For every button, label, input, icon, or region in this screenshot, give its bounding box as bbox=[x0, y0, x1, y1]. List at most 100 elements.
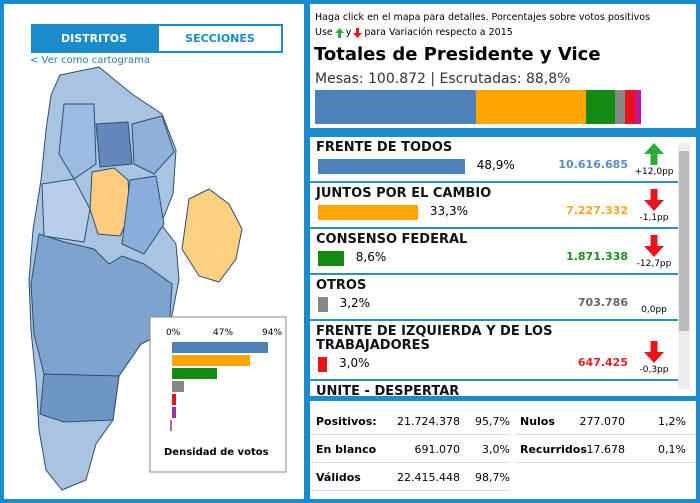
stat-pct: 1,2% bbox=[658, 415, 686, 428]
legend-bar bbox=[172, 394, 176, 405]
party-change: -1,1pp bbox=[639, 213, 669, 223]
tab-districts[interactable]: DISTRITOS bbox=[31, 24, 157, 53]
party-votes: 10.616.685 bbox=[558, 158, 628, 171]
stat-pct: 3,0% bbox=[482, 443, 510, 456]
stack-segment bbox=[476, 90, 587, 124]
legend-bar bbox=[172, 342, 268, 353]
party-row: FRENTE DE TODOS 48,9% 10.616.685 +12,0pp bbox=[310, 137, 678, 183]
party-pct: 3,0% bbox=[339, 356, 370, 370]
legend-bar bbox=[172, 368, 217, 379]
down-icon bbox=[353, 27, 363, 38]
legend-bar bbox=[170, 420, 172, 431]
party-name: FRENTE DE TODOS bbox=[316, 140, 453, 155]
info-legend: Use y para Variación respecto a 2015 bbox=[315, 27, 513, 38]
province[interactable] bbox=[58, 103, 97, 180]
legend-bar bbox=[172, 407, 176, 418]
stack-segment bbox=[635, 90, 641, 124]
party-pct: 48,9% bbox=[476, 158, 515, 172]
stat-label: Válidos bbox=[316, 471, 361, 484]
stat-votes: 277.070 bbox=[579, 415, 626, 428]
stat-pct: 0,1% bbox=[658, 443, 686, 456]
party-row: UNITE - DESPERTAR0,0pp bbox=[310, 381, 678, 397]
stat-votes: 691.070 bbox=[414, 443, 461, 456]
stack-segment bbox=[625, 90, 636, 124]
party-row: CONSENSO FEDERAL 8,6% 1.871.338 -12,7pp bbox=[310, 229, 678, 275]
party-name: CONSENSO FEDERAL bbox=[316, 232, 468, 247]
party-votes: 647.425 bbox=[577, 356, 628, 369]
arrow-shape bbox=[644, 143, 664, 165]
province[interactable] bbox=[41, 178, 91, 243]
stats-panel: Positivos: 21.724.378 95,7% En blanco 691.07… bbox=[310, 401, 696, 499]
stack-segment bbox=[614, 90, 626, 124]
party-line: 3,0% 647.425 bbox=[316, 353, 678, 375]
party-change: +12,0pp bbox=[634, 167, 674, 177]
stat-pct: 98,7% bbox=[475, 471, 510, 484]
stack-segment bbox=[315, 90, 477, 124]
party-change: 0,0pp bbox=[641, 305, 667, 315]
up-arrow bbox=[644, 143, 664, 165]
party-votes: 703.786 bbox=[577, 296, 628, 309]
province[interactable] bbox=[39, 373, 120, 423]
party-pct: 8,6% bbox=[355, 250, 387, 264]
legend-bar bbox=[172, 381, 184, 392]
stat-divider bbox=[310, 462, 510, 463]
summary-panel: Haga click en el mapa para detalles. Por… bbox=[310, 4, 696, 128]
province[interactable] bbox=[121, 175, 165, 255]
stat-label: En blanco bbox=[316, 443, 377, 456]
stat-divider bbox=[310, 434, 510, 435]
party-line: 48,9% 10.616.685 bbox=[316, 155, 678, 177]
stat-label: Nulos bbox=[520, 415, 555, 428]
info-rest: para Variación respecto a 2015 bbox=[364, 27, 513, 38]
stack-segment bbox=[586, 90, 615, 124]
party-row: FRENTE DE IZQUIERDA Y DE LOS TRABAJADORE… bbox=[310, 321, 678, 381]
info-text: Haga click en el mapa para detalles. Por… bbox=[315, 12, 651, 23]
stat-label: Positivos: bbox=[316, 415, 377, 428]
down-arrow bbox=[644, 189, 664, 211]
info-use: Use bbox=[315, 27, 333, 38]
up-icon bbox=[334, 27, 344, 38]
stat-votes: 21.724.378 bbox=[397, 415, 460, 428]
stat-votes: 22.415.448 bbox=[397, 471, 460, 484]
stat-label: Recurridos bbox=[520, 443, 587, 456]
party-name: UNITE - DESPERTAR bbox=[316, 384, 460, 397]
party-votes: 7.227.332 bbox=[566, 204, 628, 217]
party-name: JUNTOS POR EL CAMBIO bbox=[316, 186, 492, 201]
party-list: FRENTE DE TODOS 48,9% 10.616.685 +12,0pp JUN… bbox=[310, 137, 678, 396]
party-pct: 3,2% bbox=[339, 296, 371, 310]
arrow-shape bbox=[644, 235, 664, 257]
party-change: -12,7pp bbox=[636, 259, 672, 269]
stat-divider bbox=[515, 462, 696, 463]
tab-sections[interactable]: SECCIONES bbox=[157, 24, 283, 53]
party-bar bbox=[318, 251, 344, 266]
title: Totales de Presidente y Vice bbox=[314, 44, 601, 65]
legend-label: 0% bbox=[166, 328, 181, 338]
province[interactable] bbox=[95, 121, 133, 168]
party-change: -0,3pp bbox=[639, 365, 669, 375]
party-row: JUNTOS POR EL CAMBIO 33,3% 7.227.332 -1,1pp bbox=[310, 183, 678, 229]
party-pct: 33,3% bbox=[429, 204, 469, 218]
parties-panel: FRENTE DE TODOS 48,9% 10.616.685 +12,0pp JUN… bbox=[310, 137, 696, 396]
stat-divider bbox=[515, 434, 696, 435]
scrollbar[interactable] bbox=[678, 143, 690, 389]
legend-title: Densidad de votos bbox=[164, 447, 269, 458]
party-bar bbox=[318, 205, 418, 220]
legend-bar bbox=[172, 355, 250, 366]
map: 0% 47% 94% Densidad de votos bbox=[28, 66, 287, 491]
scroll-thumb[interactable] bbox=[679, 151, 689, 331]
party-name: OTROS bbox=[316, 278, 367, 293]
party-line: 8,6% 1.871.338 bbox=[316, 247, 678, 269]
party-bar bbox=[318, 159, 465, 174]
capital-highlight[interactable] bbox=[181, 188, 243, 283]
info-and: y bbox=[345, 27, 352, 38]
down-arrow bbox=[644, 235, 664, 257]
down-arrow bbox=[644, 341, 664, 363]
party-line: 3,2% 703.786 bbox=[316, 293, 678, 315]
cartogram-link[interactable]: < Ver como cartograma bbox=[30, 55, 150, 66]
arrow-shape bbox=[644, 189, 664, 211]
party-row: OTROS 3,2% 703.786 0,0pp bbox=[310, 275, 678, 321]
stat-pct: 95,7% bbox=[475, 415, 510, 428]
legend-label: 47% bbox=[213, 328, 233, 338]
province[interactable] bbox=[131, 115, 175, 175]
summary: Mesas: 100.872 | Escrutadas: 88,8% bbox=[315, 71, 571, 87]
arrow-shape bbox=[644, 341, 664, 363]
